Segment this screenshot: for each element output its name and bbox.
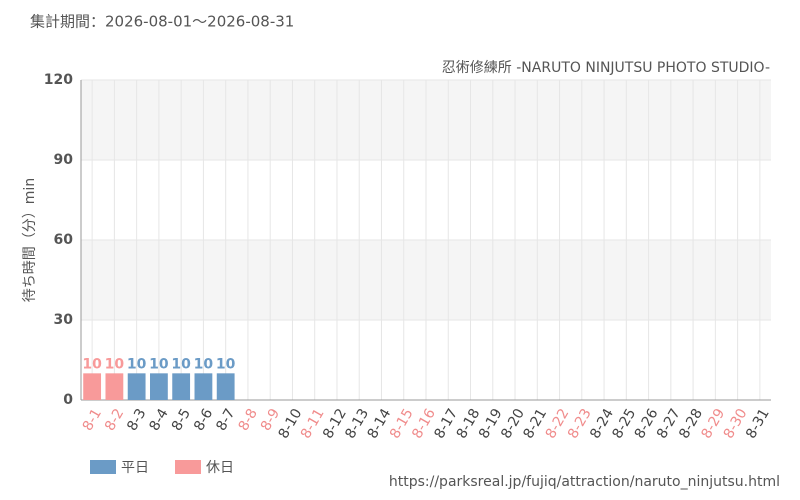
x-tick-label: 8-5 (169, 406, 194, 434)
value-label: 10 (149, 356, 169, 372)
x-tick-label: 8-8 (236, 406, 261, 434)
value-label: 10 (127, 356, 147, 372)
y-axis-label: 待ち時間（分）min (22, 178, 38, 302)
legend-label: 平日 (121, 460, 149, 476)
value-label: 10 (82, 356, 102, 372)
y-tick-label: 60 (54, 232, 74, 248)
bar (127, 373, 146, 400)
y-tick-label: 0 (63, 392, 73, 408)
bar (105, 373, 124, 400)
source-url: https://parksreal.jp/fujiq/attraction/na… (389, 474, 780, 490)
legend-swatch (175, 460, 201, 474)
chart-subtitle: 忍術修練所 -NARUTO NINJUTSU PHOTO STUDIO- (442, 60, 770, 76)
bar (150, 373, 168, 400)
value-label: 10 (171, 356, 191, 372)
x-tick-label: 8-2 (102, 406, 127, 434)
x-tick-label: 8-6 (191, 406, 216, 434)
bar (83, 373, 102, 400)
x-tick-label: 8-7 (213, 406, 238, 434)
value-label: 10 (194, 356, 214, 372)
value-label: 10 (105, 356, 125, 372)
bar (194, 373, 213, 400)
value-label: 10 (216, 356, 236, 372)
x-tick-label: 8-4 (147, 406, 172, 434)
y-tick-label: 120 (44, 72, 73, 88)
chart-title: 集計期間：2026-08-01～2026-08-31 (30, 13, 294, 31)
bar (216, 373, 235, 400)
x-tick-label: 8-3 (124, 406, 149, 434)
legend-swatch (90, 460, 116, 474)
y-tick-label: 90 (54, 152, 74, 168)
legend-label: 休日 (206, 460, 234, 476)
y-tick-label: 30 (54, 312, 74, 328)
x-tick-label: 8-1 (80, 406, 105, 434)
bar (172, 373, 191, 400)
x-tick-label: 8-31 (743, 406, 773, 442)
